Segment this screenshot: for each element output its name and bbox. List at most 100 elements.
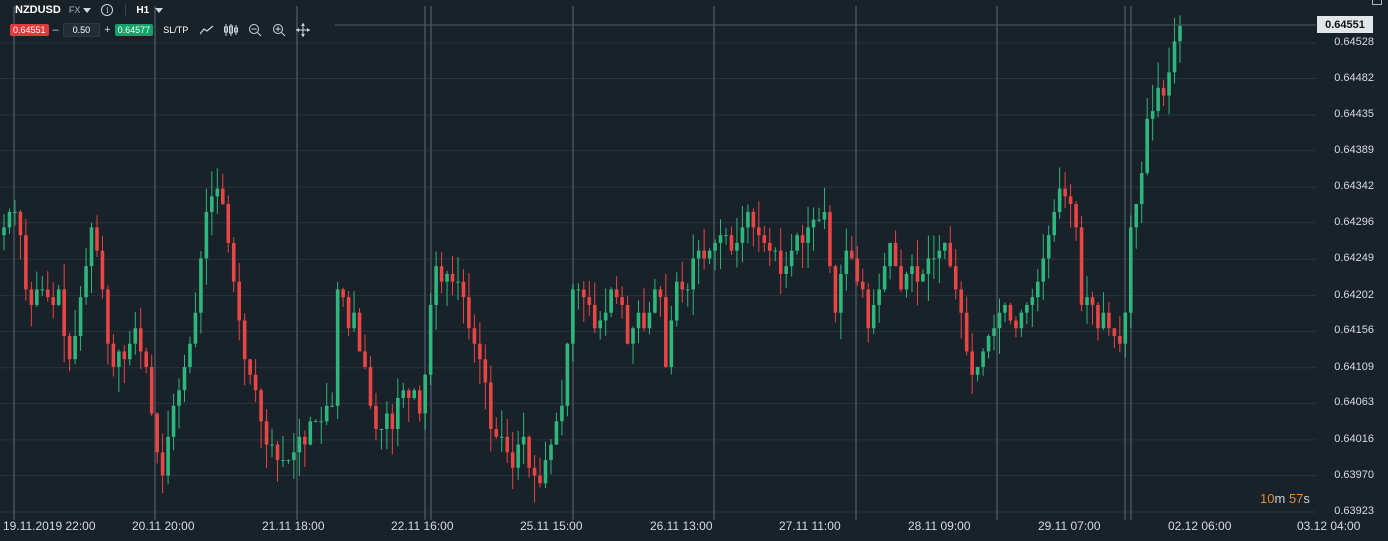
- trade-bar: 0.64551 – 0.50 + 0.64577 SL/TP: [10, 22, 320, 38]
- time-tick-label: 26.11 13:00: [650, 519, 713, 533]
- candle-body: [450, 273, 455, 282]
- candle-body: [948, 242, 953, 267]
- candle-body: [275, 444, 280, 461]
- increase-lot-button[interactable]: +: [104, 24, 111, 36]
- zoom-out-icon[interactable]: [248, 23, 262, 37]
- candle-body: [226, 204, 231, 243]
- candle-body: [270, 444, 274, 446]
- candle-body: [795, 235, 799, 251]
- candle-body: [297, 436, 302, 453]
- crosshair-icon[interactable]: [296, 23, 311, 37]
- zoom-in-icon[interactable]: [272, 23, 286, 37]
- candle-body: [997, 312, 1002, 329]
- price-tick-label: 0.63970: [1334, 468, 1374, 481]
- price-tick-label: 0.64202: [1334, 288, 1374, 301]
- candle-body: [1101, 312, 1106, 329]
- candle-body: [516, 444, 520, 468]
- candle-body: [713, 242, 717, 251]
- candle-body: [138, 328, 143, 352]
- candle-body: [434, 266, 438, 305]
- candle-body: [970, 351, 974, 375]
- candle-body: [680, 281, 685, 290]
- candle-body: [975, 366, 980, 375]
- candle-body: [24, 235, 28, 290]
- candle-body: [767, 242, 772, 251]
- sltp-button[interactable]: SL/TP: [163, 25, 189, 35]
- candle-body: [707, 250, 712, 259]
- buy-button[interactable]: 0.64577: [114, 24, 154, 36]
- candle-body: [800, 235, 805, 243]
- timeframe-dropdown-icon[interactable]: [155, 7, 164, 13]
- candles-icon[interactable]: [224, 23, 239, 37]
- candle-body: [1035, 281, 1040, 298]
- candle-body: [926, 258, 931, 274]
- candle-body: [117, 351, 121, 367]
- candle-body: [106, 289, 110, 344]
- maximize-icon[interactable]: [1372, 0, 1382, 5]
- candle-body: [95, 227, 99, 251]
- candle-body: [215, 188, 220, 197]
- candle-body: [133, 328, 138, 344]
- candle-body: [467, 297, 471, 329]
- candle-body: [614, 289, 619, 298]
- candle-body: [308, 421, 313, 445]
- candle-body: [740, 227, 745, 243]
- candle-body: [1008, 304, 1013, 321]
- session-dividers: [13, 6, 1132, 520]
- candle-body: [1057, 188, 1062, 212]
- candle-body: [1178, 25, 1182, 42]
- lot-size-input[interactable]: 0.50: [62, 23, 101, 37]
- candle-body: [171, 405, 176, 437]
- candle-body: [521, 436, 526, 445]
- price-tick-label: 0.64435: [1334, 107, 1374, 120]
- candle-body: [374, 405, 378, 430]
- candlestick-series: [2, 15, 1182, 503]
- divider: [125, 4, 127, 16]
- candle-body: [1139, 173, 1144, 205]
- candle-body: [396, 398, 400, 430]
- candle-body: [2, 227, 6, 236]
- candle-body: [242, 320, 247, 360]
- candle-body: [1156, 87, 1160, 112]
- candle-body: [166, 436, 170, 476]
- line-chart-icon[interactable]: [200, 23, 214, 37]
- candle-body: [461, 281, 466, 298]
- candle-body: [620, 297, 624, 305]
- candle-body: [833, 266, 838, 313]
- candle-body: [822, 211, 827, 220]
- candle-body: [603, 312, 608, 321]
- candle-body: [724, 235, 728, 237]
- symbol-label[interactable]: NZDUSD: [15, 4, 61, 16]
- candle-body: [1003, 304, 1007, 313]
- candle-body: [1107, 312, 1111, 329]
- candle-body: [811, 219, 816, 228]
- sell-button[interactable]: 0.64551: [10, 24, 49, 36]
- time-tick-label: 03.12 04:00: [1297, 519, 1361, 533]
- candle-body: [1014, 320, 1018, 329]
- candle-body: [986, 335, 991, 352]
- candle-body: [860, 281, 865, 290]
- candle-body: [483, 359, 488, 383]
- candle-body: [111, 343, 116, 367]
- price-tick-label: 0.64109: [1334, 360, 1374, 373]
- price-tick-label: 0.64296: [1334, 215, 1374, 228]
- candle-body: [472, 328, 477, 344]
- candle-body: [1118, 335, 1122, 344]
- candle-body: [554, 421, 559, 445]
- timeframe-selector[interactable]: H1: [136, 4, 150, 16]
- time-tick-label: 21.11 18:00: [262, 519, 325, 533]
- symbol-dropdown-icon[interactable]: [83, 7, 92, 13]
- candle-body: [674, 281, 679, 321]
- candle-body: [757, 227, 761, 236]
- time-tick-label: 28.11 09:00: [908, 519, 971, 533]
- candle-body: [778, 250, 783, 274]
- candle-body: [735, 242, 739, 251]
- candle-body: [921, 273, 925, 282]
- info-icon[interactable]: i: [101, 4, 114, 16]
- decrease-lot-button[interactable]: –: [52, 24, 59, 36]
- candle-body: [702, 250, 706, 259]
- candle-body: [264, 421, 269, 445]
- candle-body: [40, 289, 45, 291]
- candle-body: [587, 297, 592, 305]
